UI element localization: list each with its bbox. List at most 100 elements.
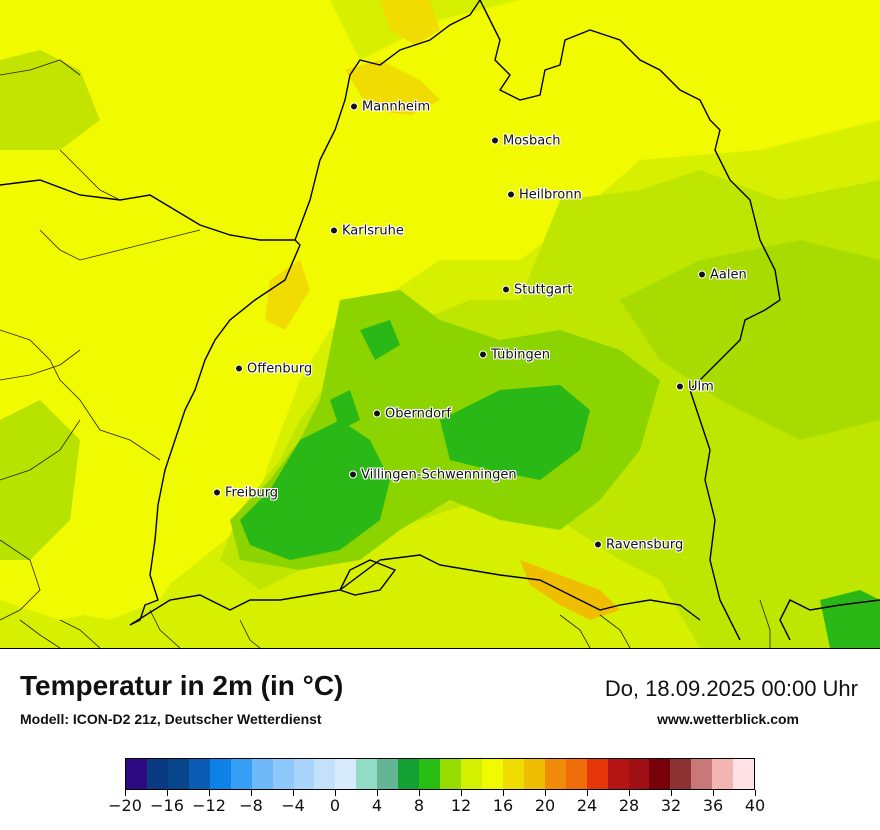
legend-tick-label: −16 — [150, 796, 184, 815]
legend-bin-5 — [230, 759, 252, 789]
city-aalen: Aalen — [698, 268, 747, 283]
model-info: Modell: ICON-D2 21z, Deutscher Wetterdie… — [20, 711, 322, 727]
legend-tick-label: 16 — [492, 796, 514, 815]
legend-tick — [460, 790, 462, 796]
city-freiburg: Freiburg — [213, 486, 278, 501]
legend-tick-label: 4 — [371, 796, 383, 815]
legend-tick — [334, 790, 336, 796]
legend-bin-11 — [356, 759, 378, 789]
legend-bin-13 — [398, 759, 420, 789]
city-mosbach: Mosbach — [491, 134, 561, 149]
legend-bin-26 — [670, 759, 692, 789]
legend-bin-22 — [586, 759, 608, 789]
legend-bin-1 — [146, 759, 168, 789]
legend-bin-28 — [712, 759, 734, 789]
map-title: Temperatur in 2m (in °C) — [20, 670, 344, 701]
city-marker-icon — [330, 226, 338, 234]
legend-bin-14 — [419, 759, 441, 789]
city-marker-icon — [491, 136, 499, 144]
legend-bin-25 — [649, 759, 671, 789]
forecast-datetime: Do, 18.09.2025 00:00 Uhr — [604, 676, 858, 701]
city-heilbronn: Heilbronn — [507, 188, 582, 203]
city-marker-icon — [213, 488, 221, 496]
legend-bin-29 — [733, 759, 755, 789]
city-mannheim: Mannheim — [350, 100, 430, 115]
cold-core-schwarzwald — [240, 420, 390, 560]
legend-tick — [544, 790, 546, 796]
legend-bin-17 — [481, 759, 503, 789]
color-scale-ticks: −20 −16 −12 −8 −4 0 4 8 12 16 20 24 28 32 36 40 — [108, 790, 765, 830]
legend-bin-20 — [544, 759, 566, 789]
city-marker-icon — [479, 350, 487, 358]
legend-tick-label: 12 — [450, 796, 472, 815]
legend-tick-label: 28 — [618, 796, 640, 815]
city-marker-icon — [676, 382, 684, 390]
legend-bin-2 — [167, 759, 189, 789]
city-villingen-schwenningen: Villingen-Schwenningen — [349, 468, 517, 483]
city-marker-icon — [594, 540, 602, 548]
legend-tick-label: −12 — [192, 796, 226, 815]
legend-bin-6 — [251, 759, 273, 789]
legend-bin-24 — [628, 759, 650, 789]
legend-bin-7 — [272, 759, 294, 789]
legend-tick-label: −8 — [239, 796, 263, 815]
city-oberndorf: Oberndorf — [373, 407, 451, 422]
legend-bin-27 — [691, 759, 713, 789]
legend-bin-15 — [440, 759, 461, 789]
legend-tick — [376, 790, 378, 796]
legend-tick-label: 8 — [413, 796, 425, 815]
city-marker-icon — [350, 102, 358, 110]
legend-bin-21 — [565, 759, 587, 789]
legend-bin-3 — [188, 759, 210, 789]
city-marker-icon — [698, 270, 706, 278]
legend-bin-16 — [461, 759, 482, 789]
cold-core-alb — [440, 385, 590, 480]
legend-bin-12 — [377, 759, 399, 789]
city-ravensburg: Ravensburg — [594, 538, 683, 553]
legend-bin-4 — [209, 759, 231, 789]
legend-tick-label: 40 — [744, 796, 766, 815]
legend-tick — [586, 790, 588, 796]
hot-spot-mannheim — [345, 60, 440, 115]
legend-bin-9 — [314, 759, 336, 789]
legend-tick-label: −20 — [108, 796, 142, 815]
legend-tick-label: 0 — [329, 796, 341, 815]
legend-tick — [418, 790, 420, 796]
legend-tick — [502, 790, 504, 796]
temperature-map: Mannheim Mosbach Heilbronn Karlsruhe Aal… — [0, 0, 880, 649]
legend-tick-label: 20 — [534, 796, 556, 815]
legend-tick-label: −4 — [281, 796, 305, 815]
legend-bin-19 — [523, 759, 545, 789]
city-marker-icon — [235, 364, 243, 372]
border-lines — [0, 0, 880, 641]
legend-tick — [208, 790, 210, 796]
city-marker-icon — [507, 190, 515, 198]
city-stuttgart: Stuttgart — [502, 283, 572, 298]
legend-tick — [754, 790, 756, 796]
legend-tick-label: 24 — [576, 796, 598, 815]
city-ulm: Ulm — [676, 380, 714, 395]
district-lines — [0, 59, 771, 648]
hot-spot-bodensee — [520, 560, 620, 620]
legend-bin-8 — [293, 759, 315, 789]
legend-tick — [670, 790, 672, 796]
city-marker-icon — [502, 285, 510, 293]
city-karlsruhe: Karlsruhe — [330, 224, 404, 239]
color-scale — [125, 758, 755, 790]
legend-bin-10 — [335, 759, 357, 789]
city-marker-icon — [373, 409, 381, 417]
website-link[interactable]: www.wetterblick.com — [657, 711, 799, 727]
legend-tick — [628, 790, 630, 796]
legend-tick — [250, 790, 252, 796]
city-offenburg: Offenburg — [235, 362, 312, 377]
legend-tick-label: 36 — [702, 796, 724, 815]
legend-tick-label: 32 — [660, 796, 682, 815]
map-field-layer — [0, 0, 880, 648]
legend-bin-18 — [502, 759, 524, 789]
legend-tick — [166, 790, 168, 796]
city-tuebingen: Tübingen — [479, 348, 550, 363]
legend-bin-0 — [126, 759, 147, 789]
legend-tick — [712, 790, 714, 796]
legend-tick — [124, 790, 126, 796]
legend-tick — [292, 790, 294, 796]
